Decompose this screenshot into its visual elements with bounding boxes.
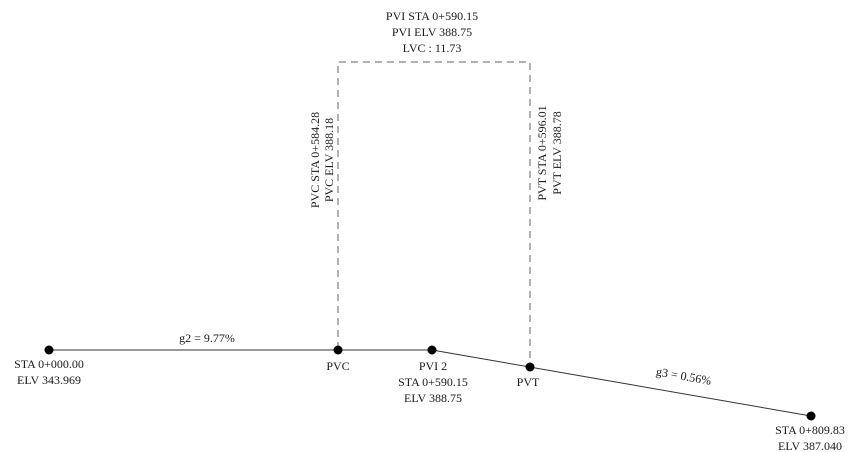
- pvt-vertical-line1: PVT STA 0+596.01: [535, 105, 549, 200]
- top-callout-line1: PVI STA 0+590.15: [386, 9, 478, 23]
- grade-g3-label: g3 = 0.56%: [655, 364, 712, 387]
- pvc-label: PVC: [326, 359, 349, 373]
- start-point-marker: [44, 345, 54, 355]
- top-callout-line2: PVI ELV 388.75: [392, 25, 472, 39]
- pvi2-point-marker: [427, 345, 437, 355]
- start-sta-label: STA 0+000.00: [14, 357, 84, 371]
- end-point-marker: [806, 411, 816, 421]
- pvi2-title: PVI 2: [419, 359, 447, 373]
- end-elv-label: ELV 387.040: [778, 439, 842, 452]
- pvi2-elv-label: ELV 388.75: [404, 391, 462, 405]
- start-elv-label: ELV 343.969: [17, 373, 81, 387]
- pvc-vertical-line2: PVC ELV 388.18: [322, 118, 336, 202]
- lvc-dashed-outline: [337, 61, 531, 366]
- pvi2-sta-label: STA 0+590.15: [398, 375, 468, 389]
- grade-g2-label: g2 = 9.77%: [179, 331, 235, 345]
- pvc-vertical-line1: PVC STA 0+584.28: [308, 112, 322, 208]
- tangent-g3-line: [431, 349, 812, 417]
- pvt-point-marker: [525, 362, 535, 372]
- pvt-label: PVT: [517, 375, 540, 389]
- pvc-point-marker: [333, 345, 343, 355]
- pvt-vertical-line2: PVT ELV 388.78: [550, 111, 564, 194]
- end-sta-label: STA 0+809.83: [775, 423, 845, 437]
- top-callout-line3: LVC : 11.73: [403, 41, 462, 55]
